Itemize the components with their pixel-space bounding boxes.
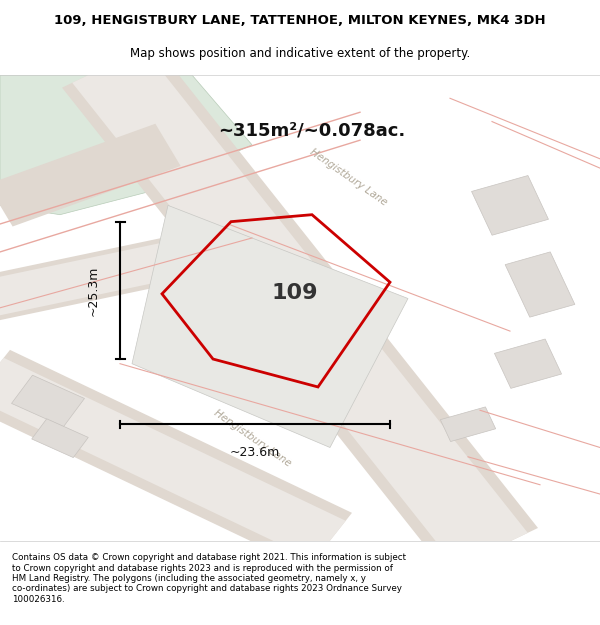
Polygon shape (494, 339, 562, 388)
Polygon shape (11, 375, 85, 427)
Polygon shape (0, 350, 352, 568)
Text: Hengistbury Lane: Hengistbury Lane (212, 408, 292, 469)
Text: ~315m²/~0.078ac.: ~315m²/~0.078ac. (218, 122, 406, 140)
Polygon shape (0, 75, 252, 214)
Text: ~23.6m: ~23.6m (230, 446, 280, 459)
Polygon shape (0, 358, 346, 561)
Polygon shape (472, 176, 548, 235)
Text: 109, HENGISTBURY LANE, TATTENHOE, MILTON KEYNES, MK4 3DH: 109, HENGISTBURY LANE, TATTENHOE, MILTON… (54, 14, 546, 28)
Text: Map shows position and indicative extent of the property.: Map shows position and indicative extent… (130, 48, 470, 61)
Polygon shape (0, 124, 181, 226)
Polygon shape (62, 44, 538, 572)
Text: Hengistbury Lane: Hengistbury Lane (308, 147, 388, 208)
Text: ~25.3m: ~25.3m (86, 265, 100, 316)
Polygon shape (72, 49, 528, 567)
Polygon shape (505, 252, 575, 317)
Text: Contains OS data © Crown copyright and database right 2021. This information is : Contains OS data © Crown copyright and d… (12, 553, 406, 604)
Polygon shape (440, 407, 496, 441)
Polygon shape (0, 229, 218, 321)
Text: 109: 109 (272, 283, 318, 303)
Polygon shape (0, 234, 216, 316)
Polygon shape (32, 419, 88, 457)
Polygon shape (132, 206, 408, 448)
